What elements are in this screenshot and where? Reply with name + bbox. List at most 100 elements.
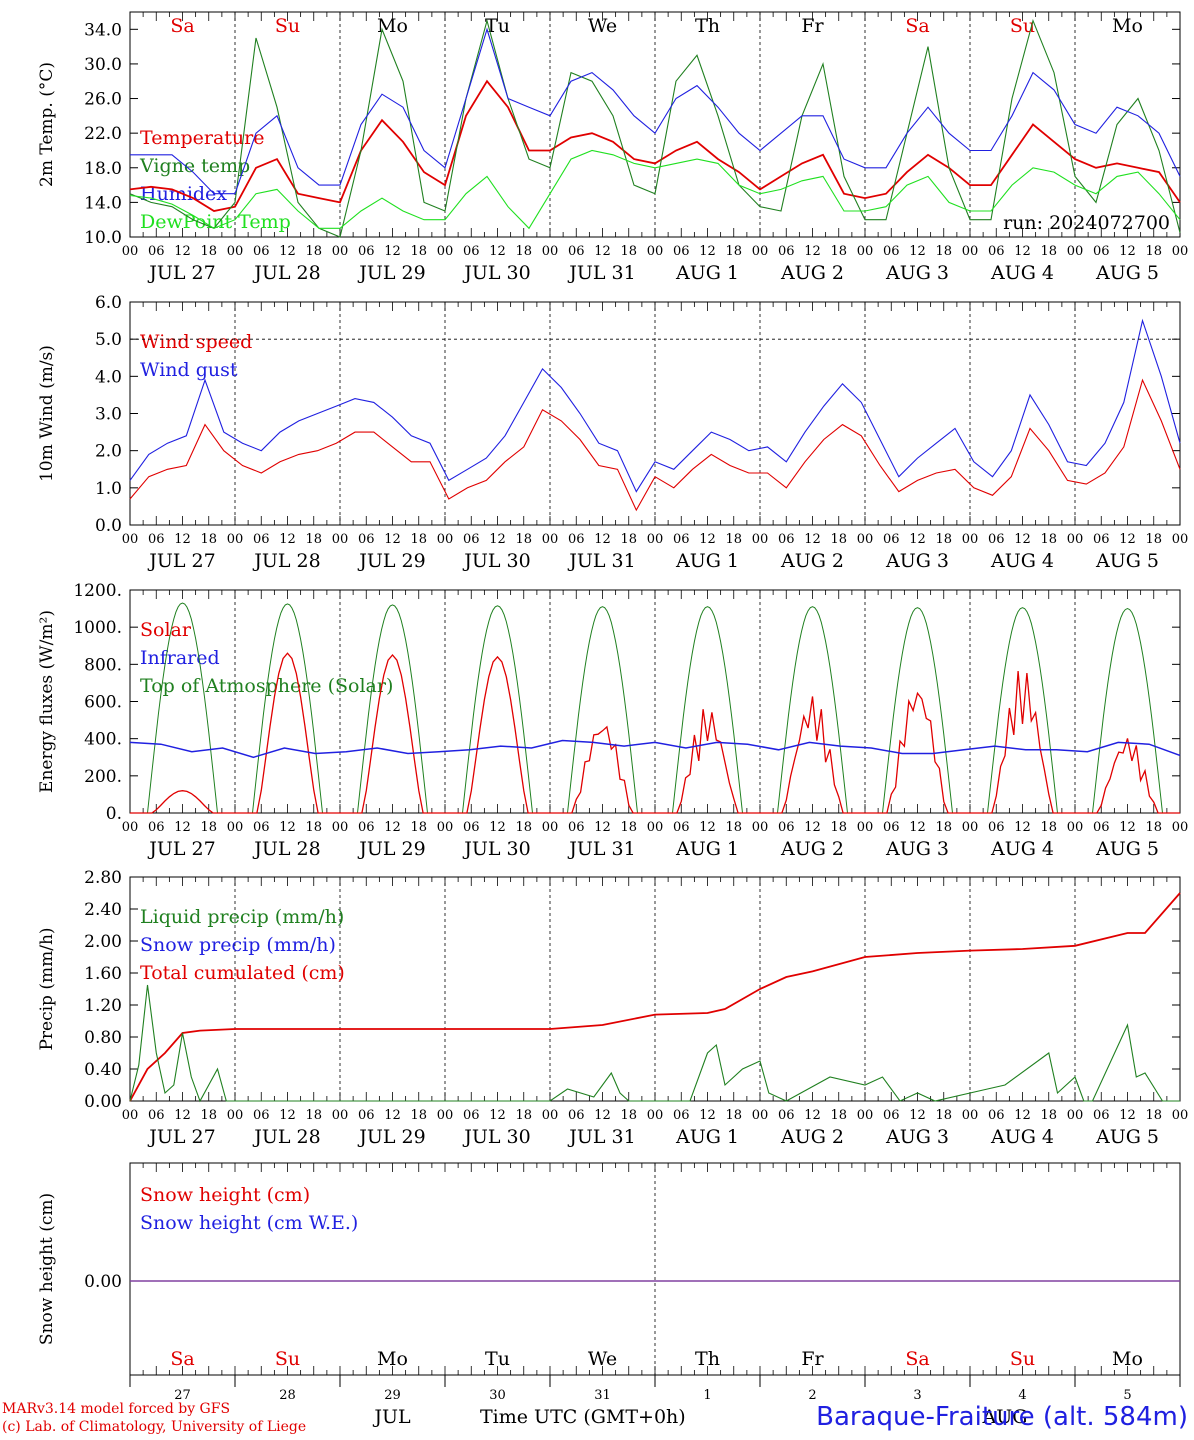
- x-date-label: AUG 3: [885, 838, 949, 860]
- x-hour-label: 06: [778, 820, 795, 835]
- x-date-label: JUL 31: [567, 1126, 635, 1148]
- weekday-label: Mo: [1112, 1348, 1143, 1370]
- x-hour-label: 18: [935, 1108, 952, 1123]
- toa-solar-line: [655, 606, 760, 814]
- legend-entry: Snow height (cm): [140, 1184, 310, 1206]
- x-hour-label: 18: [725, 532, 742, 547]
- x-hour-label: 18: [1040, 244, 1057, 259]
- x-hour-label: 12: [1119, 244, 1136, 259]
- x-hour-label: 12: [909, 1108, 926, 1123]
- x-hour-label: 00: [542, 820, 559, 835]
- y-tick-label: 2.40: [84, 900, 122, 920]
- weekday-label: Th: [695, 1348, 720, 1370]
- legend-entry: Total cumulated (cm): [140, 962, 345, 984]
- x-hour-label: 00: [647, 820, 664, 835]
- weekday-label: Su: [1010, 15, 1035, 37]
- x-hour-label: 18: [1040, 532, 1057, 547]
- x-hour-label: 18: [1145, 1108, 1162, 1123]
- x-hour-label: 00: [1172, 244, 1189, 259]
- x-hour-label: 12: [699, 532, 716, 547]
- x-hour-label: 12: [174, 532, 191, 547]
- x-hour-label: 12: [384, 1108, 401, 1123]
- x-hour-label: 18: [410, 1108, 427, 1123]
- x-date-label: JUL 27: [147, 262, 215, 284]
- legend-entry: Liquid precip (mm/h): [140, 906, 344, 928]
- x-hour-label: 06: [883, 532, 900, 547]
- y-tick-label: 0.00: [84, 1092, 122, 1112]
- x-hour-label: 06: [568, 1108, 585, 1123]
- x-hour-label: 18: [725, 1108, 742, 1123]
- x-hour-label: 12: [1014, 820, 1031, 835]
- x-hour-label: 18: [200, 532, 217, 547]
- x-hour-label: 12: [699, 1108, 716, 1123]
- x-date-label: AUG 2: [780, 838, 844, 860]
- x-hour-label: 18: [305, 244, 322, 259]
- x-hour-label: 18: [830, 532, 847, 547]
- x-hour-label: 06: [253, 820, 270, 835]
- x-hour-label: 18: [1040, 820, 1057, 835]
- x-hour-label: 00: [122, 1108, 139, 1123]
- x-hour-label: 00: [227, 532, 244, 547]
- solar-line: [1075, 738, 1180, 814]
- x-hour-label: 06: [463, 532, 480, 547]
- series-line-temperature: [129, 79, 1181, 212]
- y-tick-label: 22.0: [84, 124, 122, 144]
- solar-line: [655, 709, 760, 814]
- x-hour-label: 06: [358, 1108, 375, 1123]
- x-hour-label: 18: [935, 820, 952, 835]
- x-hour-label: 12: [489, 820, 506, 835]
- x-hour-label: 00: [752, 244, 769, 259]
- x-hour-label: 06: [1093, 1108, 1110, 1123]
- series-line-humidex: [130, 27, 1181, 195]
- x-hour-label: 12: [174, 820, 191, 835]
- x-hour-label: 00: [752, 820, 769, 835]
- x-hour-label: 06: [148, 820, 165, 835]
- x-hour-label: 06: [988, 532, 1005, 547]
- y-tick-label: 18.0: [84, 159, 122, 179]
- weekday-label: Fr: [801, 15, 824, 37]
- y-tick-label: 14.0: [84, 193, 122, 213]
- x-date-label: AUG 2: [780, 550, 844, 572]
- y-tick-label: 10.0: [84, 228, 122, 248]
- x-hour-label: 00: [647, 244, 664, 259]
- x-date-label: JUL 29: [357, 838, 425, 860]
- x-date-label: AUG 5: [1095, 550, 1159, 572]
- x-hour-label: 18: [620, 820, 637, 835]
- x-hour-label: 00: [1067, 1108, 1084, 1123]
- x-date-label: AUG 1: [675, 838, 739, 860]
- x-hour-label: 00: [962, 1108, 979, 1123]
- x-hour-label: 12: [594, 820, 611, 835]
- credit-line-1: MARv3.14 model forced by GFS: [2, 1401, 231, 1417]
- legend-entry: Vigne temp: [139, 155, 250, 177]
- x-date-label: AUG 4: [990, 262, 1054, 284]
- toa-solar-line: [865, 607, 970, 814]
- weekday-label: Su: [1010, 1348, 1035, 1370]
- x-hour-label: 12: [1119, 1108, 1136, 1123]
- y-tick-label: 1000.: [73, 618, 122, 638]
- y-tick-label: 30.0: [84, 55, 122, 75]
- x-hour-label: 00: [962, 532, 979, 547]
- x-hour-label: 12: [279, 244, 296, 259]
- x-hour-label: 18: [620, 1108, 637, 1123]
- weekday-label: Th: [695, 15, 720, 37]
- x-hour-label: 00: [122, 820, 139, 835]
- x-hour-label: 18: [1040, 1108, 1057, 1123]
- y-tick-label: 6.0: [95, 293, 122, 313]
- x-hour-label: 06: [253, 1108, 270, 1123]
- weekday-label: Mo: [377, 15, 408, 37]
- x-hour-label: 12: [384, 532, 401, 547]
- x-date-label: AUG 4: [990, 838, 1054, 860]
- x-hour-label: 06: [988, 244, 1005, 259]
- x-hour-label: 06: [148, 1108, 165, 1123]
- x-hour-label: 18: [620, 532, 637, 547]
- x-hour-label: 06: [463, 244, 480, 259]
- x-hour-label: 06: [883, 244, 900, 259]
- x-hour-label: 06: [988, 820, 1005, 835]
- x-date-label: JUL 31: [567, 838, 635, 860]
- legend-entry: Infrared: [140, 647, 220, 669]
- x-hour-label: 00: [227, 244, 244, 259]
- x-hour-label: 00: [332, 244, 349, 259]
- x-date-label: AUG 5: [1095, 838, 1159, 860]
- y-tick-label: 1200.: [73, 581, 122, 601]
- weekday-label: Sa: [905, 15, 929, 37]
